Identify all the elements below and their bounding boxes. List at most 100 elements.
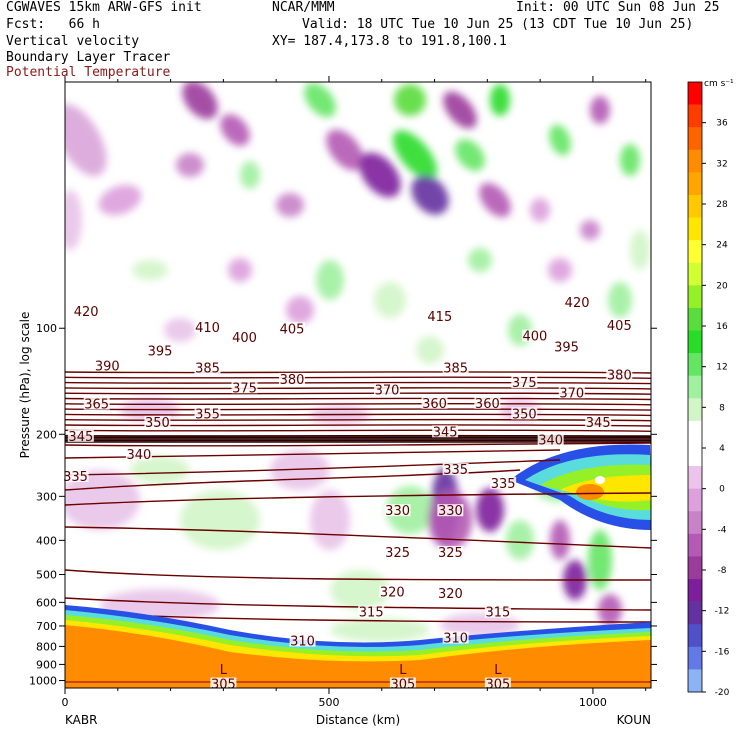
theta-label-bg [279, 322, 306, 335]
y-axis: 100 200 300 400 500 600 700 800 900 1000 [29, 322, 657, 688]
colorbar-swatch [688, 104, 702, 128]
y-tick-label: 200 [36, 428, 57, 441]
colorbar-swatch [688, 533, 702, 557]
theta-label-bg [484, 605, 511, 618]
colorbar-swatch [688, 511, 702, 535]
theta-label: 380 [607, 369, 632, 384]
velocity-cell [530, 198, 550, 222]
theta-label-bg [83, 397, 110, 410]
theta-label-bg [585, 415, 612, 428]
theta-line-upper [65, 397, 651, 401]
theta-label-bg [210, 677, 237, 690]
updraft-region [510, 444, 651, 530]
theta-label-bg [279, 372, 306, 385]
velocity-cell [228, 258, 252, 282]
velocity-cell [443, 91, 477, 129]
theta-label-bg [442, 631, 469, 644]
plot-frame [64, 81, 652, 689]
theta-label-bg [144, 415, 171, 428]
theta-label: 365 [84, 398, 109, 413]
colorbar-swatch [688, 646, 702, 670]
theta-line-upper [65, 371, 651, 374]
theta-label: 340 [538, 433, 563, 448]
theta-line-upper [65, 387, 651, 390]
colorbar: 36 32 28 24 20 16 12 8 4 0 -4 -8 -12 -16 -20 [687, 81, 730, 698]
theta-line-lower [65, 569, 651, 581]
colorbar-swatch [688, 172, 702, 196]
theta-label-bg [437, 586, 464, 599]
left-endpoint-label: KABR [65, 713, 97, 727]
theta-line-upper [65, 392, 651, 395]
velocity-cell [411, 175, 449, 215]
velocity-cell [374, 282, 406, 318]
theta-label: 375 [232, 381, 257, 396]
theta-label: 370 [375, 383, 400, 398]
y-tick-label: 400 [36, 534, 57, 547]
colorbar-swatch [688, 375, 702, 399]
theta-label-bg [194, 320, 221, 333]
theta-label: 345 [68, 430, 93, 445]
theta-label-bg [437, 545, 464, 558]
y-tick-label: 600 [36, 596, 57, 609]
theta-label: 325 [438, 546, 463, 561]
colorbar-swatch [688, 285, 702, 309]
theta-label: 340 [126, 448, 151, 463]
velocity-cell [359, 152, 401, 198]
colorbar-frame [687, 81, 703, 693]
theta-label-bg [511, 376, 538, 389]
theta-label-bg [490, 476, 517, 489]
theta-label-bg [67, 429, 94, 442]
colorbar-label: 28 [716, 200, 728, 210]
theta-line-upper [65, 418, 651, 422]
theta-label: 385 [443, 362, 468, 377]
theta-label: 415 [427, 310, 452, 325]
velocity-cell [394, 84, 426, 116]
theta-line-lower [65, 526, 651, 549]
colorbar-swatch [688, 330, 702, 354]
velocity-cell [608, 282, 632, 318]
theta-label-bg [94, 359, 121, 372]
velocity-cell [506, 520, 534, 560]
theta-label: 335 [443, 463, 468, 478]
cross-section-coords: XY= 187.4,173.8 to 191.8,100.1 [272, 34, 507, 49]
colorbar-label: -20 [715, 688, 730, 698]
org-label: NCAR/MMM [272, 0, 335, 15]
theta-label: 335 [63, 470, 88, 485]
theta-label-bg [62, 470, 89, 483]
velocity-cell [316, 260, 344, 300]
velocity-cell [620, 144, 640, 176]
colorbar-label: -12 [715, 607, 730, 617]
colorbar-label: 4 [719, 444, 725, 454]
theta-label-bg [231, 381, 258, 394]
velocity-cell [326, 129, 364, 171]
init-time: Init: 00 UTC Sun 08 Jun 25 [516, 0, 720, 15]
velocity-cell [479, 182, 511, 218]
theta-label-bg [537, 433, 564, 446]
x-axis: 0 500 1000 [62, 76, 647, 709]
terrain [65, 605, 651, 688]
theta-label: 405 [280, 322, 305, 337]
colorbar-swatch [688, 488, 702, 512]
theta-label-bg [432, 425, 459, 438]
theta-label: 410 [195, 321, 220, 336]
theta-label: 355 [195, 407, 220, 422]
theta-line-upper [65, 429, 651, 432]
colorbar-unit: cm s⁻¹ [704, 79, 734, 89]
theta-label-bg [484, 677, 511, 690]
theta-label-bg [511, 407, 538, 420]
velocity-cell [590, 96, 610, 124]
theta-label: 315 [485, 606, 510, 621]
theta-label: 360 [422, 397, 447, 412]
colorbar-swatch [688, 127, 702, 151]
velocity-cell [286, 296, 314, 324]
theta-label: 375 [512, 376, 537, 391]
theta-label: 405 [607, 319, 632, 334]
theta-label-bg [389, 677, 416, 690]
theta-label-bg [379, 585, 406, 598]
velocity-cell [548, 258, 572, 282]
theta-label: 310 [443, 632, 468, 647]
theta-line-upper [65, 402, 651, 406]
field-vertical-velocity: Vertical velocity [6, 34, 140, 49]
theta-line-upper [65, 376, 651, 379]
